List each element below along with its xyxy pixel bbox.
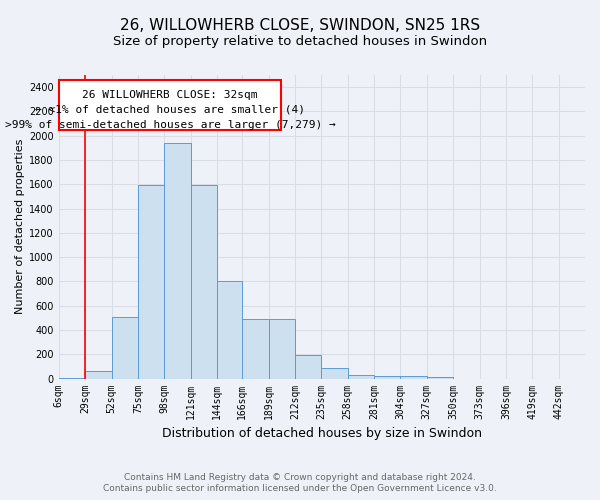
Text: 26 WILLOWHERB CLOSE: 32sqm: 26 WILLOWHERB CLOSE: 32sqm bbox=[82, 90, 258, 100]
Text: ← <1% of detached houses are smaller (4): ← <1% of detached houses are smaller (4) bbox=[35, 104, 305, 114]
Text: Size of property relative to detached houses in Swindon: Size of property relative to detached ho… bbox=[113, 35, 487, 48]
Bar bbox=[322, 368, 347, 378]
Bar bbox=[295, 355, 322, 378]
Y-axis label: Number of detached properties: Number of detached properties bbox=[15, 139, 25, 314]
Bar bbox=[347, 375, 374, 378]
Text: Contains public sector information licensed under the Open Government Licence v3: Contains public sector information licen… bbox=[103, 484, 497, 493]
Bar bbox=[242, 319, 269, 378]
Bar bbox=[85, 372, 112, 378]
Bar bbox=[59, 80, 281, 130]
Text: Contains HM Land Registry data © Crown copyright and database right 2024.: Contains HM Land Registry data © Crown c… bbox=[124, 472, 476, 482]
Bar bbox=[217, 282, 242, 378]
Bar bbox=[191, 186, 217, 378]
Text: >99% of semi-detached houses are larger (7,279) →: >99% of semi-detached houses are larger … bbox=[5, 120, 335, 130]
Bar bbox=[112, 316, 138, 378]
Bar bbox=[164, 143, 191, 378]
X-axis label: Distribution of detached houses by size in Swindon: Distribution of detached houses by size … bbox=[162, 427, 482, 440]
Text: 26, WILLOWHERB CLOSE, SWINDON, SN25 1RS: 26, WILLOWHERB CLOSE, SWINDON, SN25 1RS bbox=[120, 18, 480, 32]
Bar bbox=[400, 376, 427, 378]
Bar bbox=[374, 376, 400, 378]
Bar bbox=[269, 319, 295, 378]
Bar bbox=[138, 186, 164, 378]
